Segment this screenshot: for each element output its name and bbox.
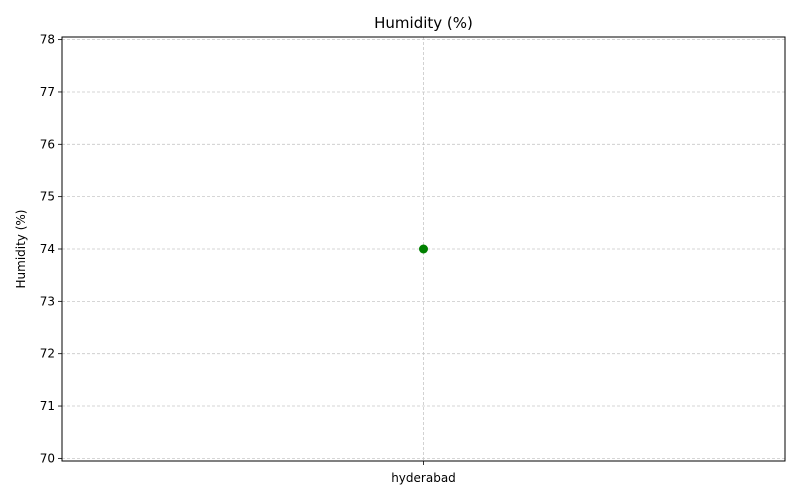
chart-title: Humidity (%) <box>374 14 473 32</box>
y-tick-label: 70 <box>40 451 55 465</box>
data-point <box>419 244 428 254</box>
y-tick-label: 73 <box>40 294 55 308</box>
mark-layer <box>419 244 428 254</box>
y-tick-label: 76 <box>40 137 55 151</box>
y-tick-label: 78 <box>40 33 55 47</box>
y-tick-label: 77 <box>40 85 55 99</box>
y-axis-label: Humidity (%) <box>14 210 28 289</box>
y-tick-label: 72 <box>40 347 55 361</box>
x-tick-label: hyderabad <box>391 471 456 485</box>
plot-area-frame <box>61 36 786 462</box>
y-tick-label: 75 <box>40 190 55 204</box>
tick-layer: 70 71 72 73 74 75 76 77 78 hyderabad <box>40 33 456 485</box>
y-tick-label: 71 <box>40 399 55 413</box>
y-tick-label: 74 <box>40 242 55 256</box>
